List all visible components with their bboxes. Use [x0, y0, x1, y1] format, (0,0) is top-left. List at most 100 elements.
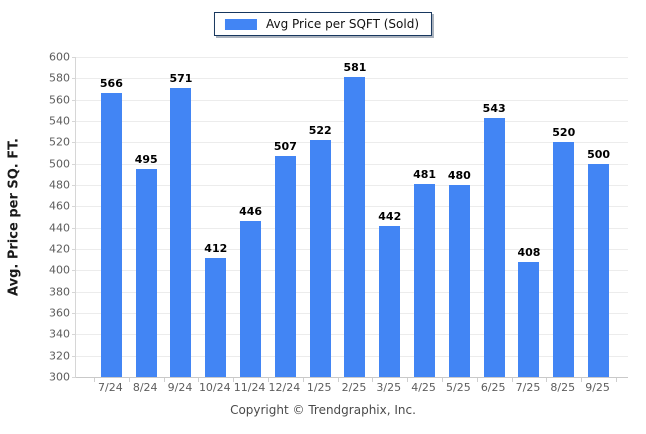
y-axis-tick-label: 300 — [49, 370, 70, 384]
copyright-text: Copyright © Trendgraphix, Inc. — [230, 403, 416, 417]
x-axis-tick — [407, 378, 409, 382]
bar-slot: 500 — [581, 57, 616, 377]
bar — [344, 77, 366, 377]
x-axis-tick-label: 5/25 — [446, 381, 471, 394]
bar-slot: 581 — [338, 57, 373, 377]
bar — [170, 87, 192, 377]
bar — [518, 261, 540, 377]
x-axis-tick-label: 11/24 — [233, 381, 266, 394]
bars-layer: 566 495 571 412 446 507 522 581 442 481 480 543 408 5… — [94, 57, 617, 382]
x-axis-tick — [163, 378, 165, 382]
y-axis-tick — [72, 355, 76, 357]
x-axis-tick-label: 7/24 — [98, 381, 123, 394]
bar — [274, 156, 296, 377]
y-axis-tick — [72, 291, 76, 293]
x-axis-tick-label: 2/25 — [341, 381, 367, 394]
bar-value-label: 500 — [587, 147, 611, 161]
bar — [379, 225, 401, 377]
bar-slot: 495 — [129, 57, 164, 377]
y-axis-tick-label: 580 — [49, 71, 70, 85]
bar-value-label: 412 — [204, 241, 228, 255]
bar-slot: 520 — [546, 57, 581, 377]
y-axis-tick — [72, 185, 76, 186]
x-axis-tick — [581, 378, 583, 382]
x-axis-tick-label: 1/25 — [306, 381, 332, 394]
x-axis-tick — [233, 378, 235, 382]
bar-value-label: 566 — [99, 77, 123, 91]
bar-slot: 412 — [198, 57, 233, 377]
bar-slot: 507 — [268, 57, 303, 377]
bar-slot: 442 — [372, 57, 407, 377]
bar-slot: 480 — [442, 57, 477, 377]
plot-area: 566 495 571 412 446 507 522 581 442 481 480 543 408 5… — [49, 51, 628, 384]
y-axis-tick-label: 500 — [49, 157, 70, 171]
bar — [588, 163, 610, 377]
x-axis-tick — [268, 378, 269, 382]
x-axis-tick-label: 6/25 — [480, 381, 506, 394]
y-axis-tick — [72, 78, 76, 80]
bar-value-label: 442 — [378, 209, 402, 223]
y-axis-tick — [72, 121, 76, 122]
bar — [309, 140, 331, 377]
bar — [100, 93, 122, 377]
x-axis-tick — [198, 378, 200, 382]
y-axis-tick-label: 520 — [49, 135, 70, 149]
y-axis-tick-label: 400 — [49, 263, 70, 277]
y-axis-tick-label: 460 — [49, 199, 70, 213]
bar — [414, 183, 436, 377]
bar-value-label: 507 — [273, 140, 297, 154]
y-axis-tick — [72, 99, 76, 101]
y-axis-tick — [72, 142, 76, 144]
legend: Avg Price per SQFT (Sold) — [213, 12, 433, 36]
x-axis-tick — [476, 378, 478, 382]
x-axis-tick — [616, 378, 617, 382]
bar-slot: 571 — [164, 57, 199, 377]
y-axis-tick-label: 540 — [49, 114, 70, 128]
x-axis-tick — [128, 378, 130, 382]
y-axis-tick — [72, 270, 76, 272]
y-axis-tick — [72, 163, 76, 165]
bar-slot: 481 — [407, 57, 442, 377]
x-axis-tick-label: 9/24 — [167, 381, 193, 394]
bar — [553, 142, 575, 377]
y-axis-tick — [72, 313, 76, 314]
x-axis-tick — [337, 378, 339, 382]
x-axis-tick-label: 10/24 — [198, 381, 231, 394]
x-axis-tick-label: 9/25 — [585, 381, 610, 394]
bar-slot: 408 — [512, 57, 547, 377]
y-axis-tick-label: 340 — [49, 327, 70, 341]
bar-value-label: 495 — [134, 153, 158, 166]
bar-value-label: 520 — [552, 126, 576, 140]
bar-value-label: 522 — [308, 124, 332, 138]
bar — [483, 117, 505, 377]
y-axis-tick-label: 420 — [49, 242, 70, 256]
y-axis-tick-label: 320 — [49, 349, 70, 363]
y-axis-tick-label: 440 — [49, 221, 70, 235]
bar-value-label: 480 — [447, 169, 471, 182]
gridline — [76, 57, 628, 58]
x-axis-labels: 7/24 8/24 9/24 10/24 11/24 12/24 1/25 2/25 3/25 4… — [75, 381, 627, 394]
bar-value-label: 446 — [239, 205, 263, 219]
legend-swatch-icon — [224, 18, 257, 30]
bar-value-label: 571 — [169, 71, 193, 85]
bar-slot: 446 — [233, 57, 268, 377]
y-axis-tick-label: 480 — [49, 178, 70, 192]
y-axis-tick-label: 360 — [49, 306, 70, 320]
x-axis-tick — [302, 378, 304, 382]
x-axis-tick-label: 3/25 — [376, 381, 402, 394]
x-axis-tick-label: 7/25 — [515, 381, 541, 394]
y-axis-tick — [72, 57, 76, 58]
bar — [448, 185, 470, 377]
bar — [240, 221, 262, 377]
x-axis-tick — [372, 378, 374, 382]
y-axis-tick — [72, 227, 76, 229]
y-axis-title: Avg. Price per SQ. FT. — [6, 138, 22, 296]
bar-slot: 543 — [477, 57, 512, 377]
y-axis-tick — [72, 377, 76, 378]
bar — [135, 169, 157, 377]
bar-slot: 566 — [94, 57, 129, 377]
y-axis-tick — [72, 249, 76, 250]
x-axis-tick-label: 4/25 — [411, 381, 436, 394]
bar-value-label: 543 — [482, 101, 506, 115]
